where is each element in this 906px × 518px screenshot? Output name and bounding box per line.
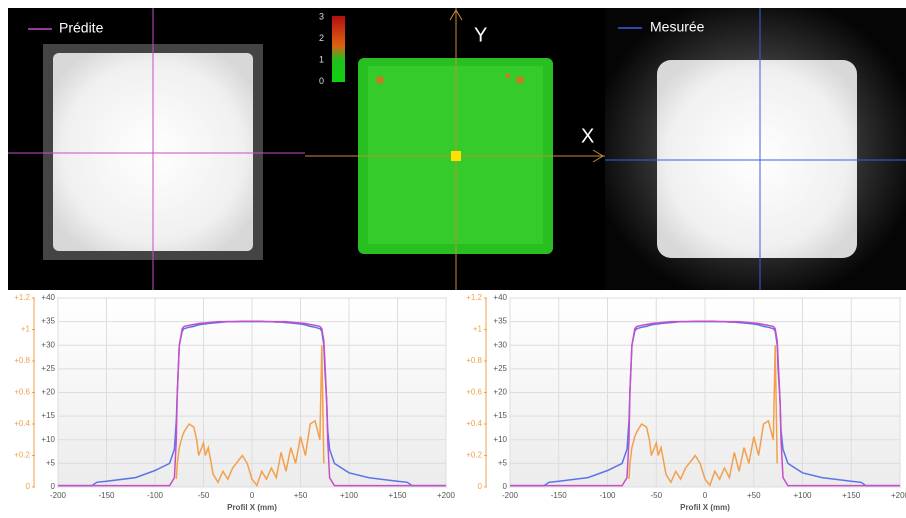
y-tick-label: +15 [493,411,507,420]
x-tick-label: -50 [198,491,210,500]
y-tick-label: +25 [493,364,507,373]
x-tick-label: -150 [98,491,115,500]
y2-tick-label: +0.8 [14,356,30,365]
x-tick-label: +200 [891,491,906,500]
y2-tick-label: +0.6 [14,388,30,397]
axis-arrow [449,9,604,163]
y2-tick-label: +0.2 [466,451,482,460]
x-tick-label: +100 [340,491,359,500]
y2-tick-label: +0.2 [14,451,30,460]
y2-tick-label: +0.4 [14,419,30,428]
colorbar-label: 2 [319,33,324,43]
x-tick-label: +50 [747,491,761,500]
y2-tick-label: 0 [26,482,31,491]
y-tick-label: 0 [503,482,508,491]
y2-tick-label: +1.2 [466,293,482,302]
y-tick-label: +40 [493,293,507,302]
x-axis-label: Profil X (mm) [680,503,730,512]
x-tick-label: -50 [650,491,662,500]
x-tick-label: +100 [793,491,812,500]
axis-label: X [581,125,594,147]
y2-tick-label: +1 [473,325,483,334]
x-tick-label: +200 [437,491,456,500]
series-line [510,320,900,487]
x-tick-label: 0 [703,491,708,500]
y-tick-label: +20 [493,388,507,397]
y2-tick-label: +0.4 [466,419,482,428]
y-tick-label: +40 [41,293,55,302]
y2-tick-label: 0 [478,482,483,491]
legend-label: Prédite [59,20,104,36]
y2-tick-label: +0.8 [466,356,482,365]
x-tick-label: -100 [147,491,164,500]
series-line [175,345,325,487]
measured-field [657,60,857,258]
y-tick-label: +20 [41,388,55,397]
y-tick-label: +15 [41,411,55,420]
y-tick-label: +30 [493,340,507,349]
y-tick-label: +10 [493,435,507,444]
y-tick-label: +5 [46,458,56,467]
gamma-spot [505,73,511,79]
y-tick-label: 0 [51,482,56,491]
y2-tick-label: +1.2 [14,293,30,302]
center-marker [451,151,461,161]
axis-label: Y [474,24,487,46]
y-tick-label: +30 [41,340,55,349]
y2-tick-label: +1 [21,325,31,334]
colorbar-label: 1 [319,54,324,64]
series-line [628,345,778,487]
y-tick-label: +35 [41,317,55,326]
x-tick-label: -200 [502,491,519,500]
gamma-spot [376,76,384,84]
colorbar [332,16,345,82]
x-tick-label: 0 [250,491,255,500]
y-tick-label: +5 [498,458,508,467]
colorbar-label: 0 [319,76,324,86]
y-tick-label: +35 [493,317,507,326]
x-tick-label: +150 [842,491,861,500]
x-tick-label: +50 [294,491,308,500]
y2-tick-label: +0.6 [466,388,482,397]
x-tick-label: -200 [50,491,67,500]
x-axis-label: Profil X (mm) [227,503,277,512]
gamma-spot [516,76,524,84]
x-tick-label: -100 [599,491,616,500]
colorbar-label: 3 [319,11,324,21]
y-tick-label: +25 [41,364,55,373]
legend-label: Mesurée [650,19,705,35]
series-line [58,320,446,487]
x-tick-label: +150 [388,491,407,500]
x-tick-label: -150 [551,491,568,500]
y-tick-label: +10 [41,435,55,444]
